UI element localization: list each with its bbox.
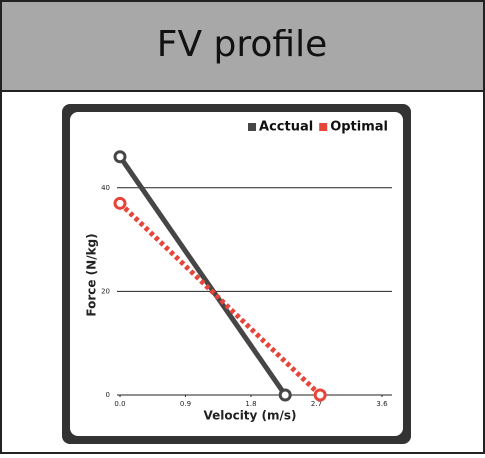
legend-swatch — [319, 123, 328, 131]
x-tick-label: 3.6 — [376, 400, 388, 408]
x-tick-label: 2.7 — [311, 400, 322, 408]
point-marker — [278, 388, 292, 402]
point-marker — [313, 388, 327, 402]
x-tick-label: 0.9 — [180, 400, 191, 408]
x-tick-label: 0.0 — [114, 400, 125, 408]
point-marker — [113, 150, 127, 164]
y-tick-label: 20 — [101, 287, 110, 295]
x-axis-label: Velocity (m/s) — [203, 409, 296, 423]
header-box — [0, 0, 485, 92]
legend-label: Acctual — [259, 120, 313, 135]
header-title: FV profile — [157, 24, 328, 65]
y-axis-label: Force (N/kg) — [85, 233, 99, 316]
plot: 0 20 40 0.0 0.9 1.8 2.7 3.6 Optimal Acctual — [101, 120, 392, 408]
y-tick-label: 40 — [101, 184, 110, 192]
legend-label: Optimal — [330, 120, 388, 135]
series-line — [117, 155, 288, 397]
legend-swatch — [248, 123, 257, 131]
x-tick-label: 1.8 — [245, 400, 256, 408]
y-tick-label: 0 — [106, 391, 110, 399]
plot-area — [70, 112, 403, 436]
point-marker — [113, 196, 127, 210]
